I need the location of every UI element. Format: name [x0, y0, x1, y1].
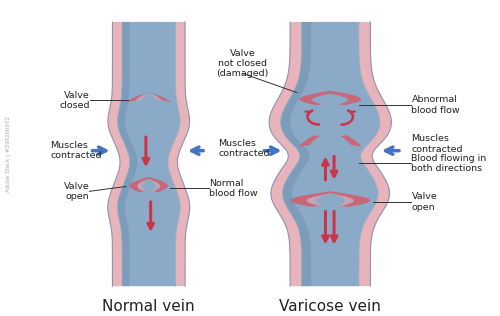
Text: Abnormal
blood flow: Abnormal blood flow — [412, 95, 460, 115]
Text: Normal vein: Normal vein — [102, 299, 195, 314]
Polygon shape — [330, 91, 361, 105]
Text: Valve
open: Valve open — [412, 192, 437, 212]
Text: Valve
not closed
(damaged): Valve not closed (damaged) — [216, 49, 268, 78]
Polygon shape — [149, 94, 172, 102]
Polygon shape — [300, 91, 330, 105]
Polygon shape — [149, 94, 162, 100]
Text: Muscles
contracted: Muscles contracted — [412, 134, 463, 154]
Polygon shape — [340, 135, 362, 147]
Polygon shape — [118, 22, 180, 286]
Polygon shape — [280, 22, 311, 286]
Polygon shape — [149, 177, 168, 192]
Text: Adobe Stock | #299260072: Adobe Stock | #299260072 — [6, 116, 11, 191]
Text: Varicose vein: Varicose vein — [280, 299, 381, 314]
Text: Valve
open: Valve open — [64, 182, 90, 201]
Polygon shape — [136, 94, 149, 100]
Polygon shape — [330, 191, 370, 207]
Polygon shape — [118, 22, 137, 286]
Polygon shape — [298, 135, 320, 147]
Polygon shape — [269, 22, 392, 286]
Polygon shape — [138, 179, 149, 191]
Polygon shape — [280, 22, 380, 286]
Polygon shape — [330, 193, 353, 206]
Text: Valve
closed: Valve closed — [59, 91, 90, 110]
Polygon shape — [149, 179, 160, 191]
Polygon shape — [130, 177, 149, 192]
Polygon shape — [290, 191, 330, 207]
Text: Normal
blood flow: Normal blood flow — [209, 179, 258, 198]
Text: Blood flowing in
both directions: Blood flowing in both directions — [412, 154, 486, 173]
Polygon shape — [108, 22, 190, 286]
Text: Muscles
contracted: Muscles contracted — [218, 139, 270, 158]
Text: Muscles
contracted: Muscles contracted — [50, 141, 102, 161]
Polygon shape — [126, 94, 149, 102]
Polygon shape — [307, 193, 330, 206]
